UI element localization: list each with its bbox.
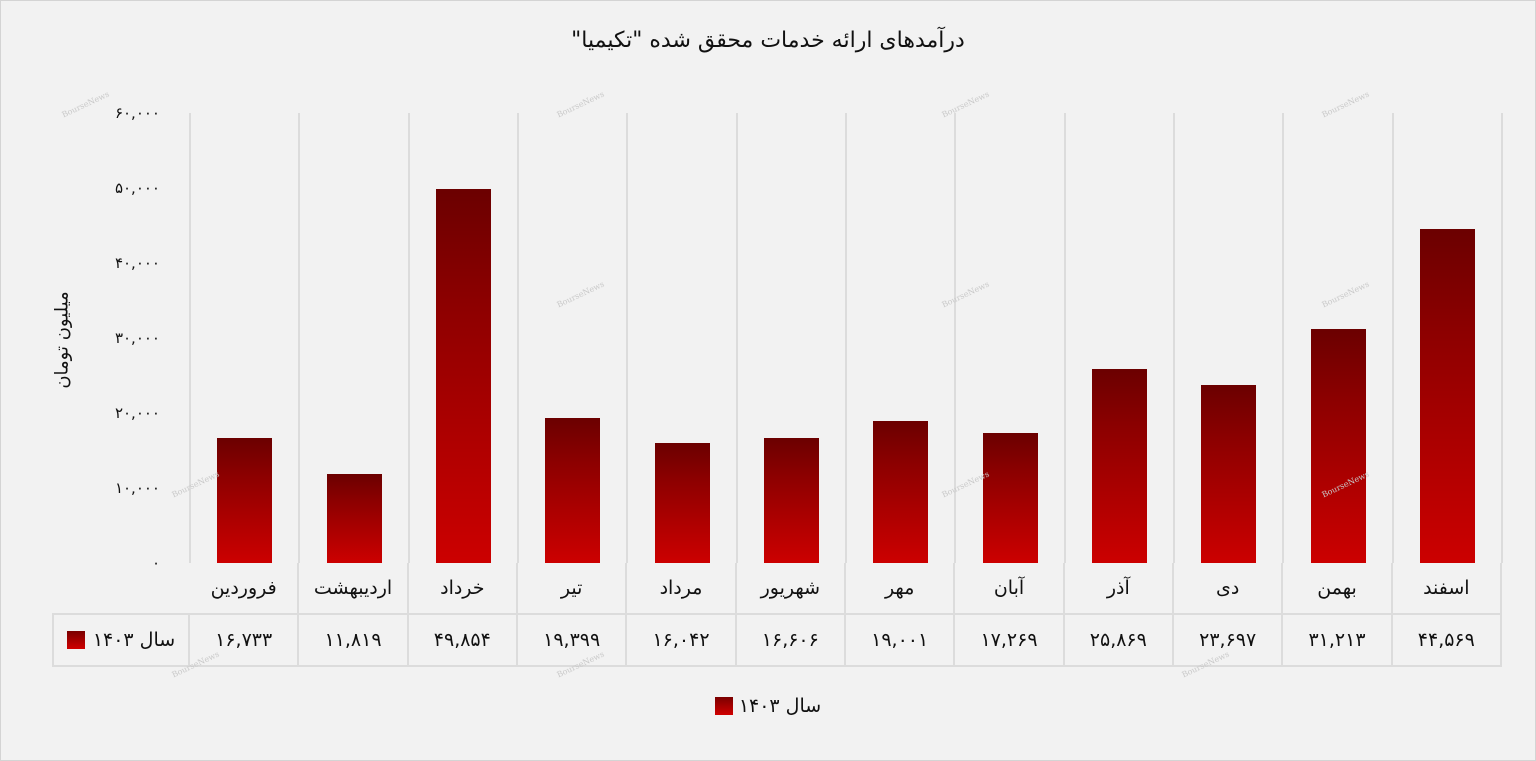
value-cell: ۲۵,۸۶۹ xyxy=(1065,615,1174,665)
y-tick-label: ۲۰,۰۰۰ xyxy=(114,404,160,422)
grid-separator xyxy=(626,113,629,563)
y-tick-label: ۴۰,۰۰۰ xyxy=(114,254,160,272)
y-tick-label: ۰ xyxy=(151,554,160,572)
month-header: تیر xyxy=(518,563,628,613)
series-row-label: سال ۱۴۰۳ xyxy=(52,615,190,665)
grid-separator xyxy=(1391,113,1394,563)
bar-9[interactable] xyxy=(1091,368,1147,563)
value-cell: ۱۶,۰۴۲ xyxy=(627,615,737,665)
value-cell: ۱۶,۷۳۳ xyxy=(190,615,300,665)
month-header: آبان xyxy=(955,563,1065,613)
y-tick-label: ۳۰,۰۰۰ xyxy=(114,329,160,347)
grid-separator xyxy=(845,113,847,563)
bar-2[interactable] xyxy=(326,474,382,563)
table-header-row: فروردین اردیبهشت خرداد تیر مرداد شهریور مهر آبا… xyxy=(52,563,1502,613)
series-swatch-icon xyxy=(66,631,85,649)
grid-separator xyxy=(189,113,191,563)
y-tick-label: ۵۰,۰۰۰ xyxy=(114,179,160,197)
bar-11[interactable] xyxy=(1310,328,1366,563)
value-cell: ۴۹,۸۵۴ xyxy=(409,615,518,665)
value-cell: ۲۳,۶۹۷ xyxy=(1174,615,1284,665)
y-tick-label: ۱۰,۰۰۰ xyxy=(114,479,160,497)
y-tick-label: ۶۰,۰۰۰ xyxy=(114,104,160,122)
grid-separator xyxy=(407,113,410,563)
chart-title: درآمدهای ارائه خدمات محقق شده "تکیمیا" xyxy=(571,28,965,53)
series-label-text: سال ۱۴۰۳ xyxy=(92,629,176,651)
month-header: دی xyxy=(1174,563,1284,613)
table-value-row: سال ۱۴۰۳ ۱۶,۷۳۳ ۱۱,۸۱۹ ۴۹,۸۵۴ ۱۹,۳۹۹ ۱۶,۰۴۲ ۱… xyxy=(52,613,1502,667)
legend-label: سال ۱۴۰۳ xyxy=(738,695,822,717)
grid-separator xyxy=(954,113,957,563)
grid-separator xyxy=(1063,113,1066,563)
bar-10[interactable] xyxy=(1201,385,1257,563)
bar-4[interactable] xyxy=(545,417,601,563)
grid-separator xyxy=(1501,113,1503,563)
value-cell: ۴۴,۵۶۹ xyxy=(1393,615,1502,665)
month-header: مهر xyxy=(846,563,956,613)
value-cell: ۳۱,۲۱۳ xyxy=(1283,615,1393,665)
bar-7[interactable] xyxy=(873,420,929,563)
value-cell: ۱۱,۸۱۹ xyxy=(299,615,409,665)
month-header: شهریور xyxy=(737,563,846,613)
month-header: اسفند xyxy=(1393,563,1502,613)
plot-area xyxy=(189,113,1503,563)
value-cell: ۱۶,۶۰۶ xyxy=(737,615,846,665)
month-header: اردیبهشت xyxy=(299,563,409,613)
grid-separator xyxy=(1173,113,1175,563)
bar-5[interactable] xyxy=(654,442,710,563)
legend-swatch-icon xyxy=(714,697,733,715)
month-header: مرداد xyxy=(627,563,737,613)
grid-separator xyxy=(298,113,301,563)
bar-6[interactable] xyxy=(763,438,819,563)
month-header: بهمن xyxy=(1283,563,1393,613)
bar-1[interactable] xyxy=(217,437,273,563)
bar-3[interactable] xyxy=(435,189,491,563)
month-header: فروردین xyxy=(190,563,300,613)
data-table: فروردین اردیبهشت خرداد تیر مرداد شهریور مهر آبا… xyxy=(52,563,1502,667)
month-header: آذر xyxy=(1065,563,1174,613)
grid-separator xyxy=(735,113,738,563)
bar-8[interactable] xyxy=(982,433,1038,563)
value-cell: ۱۹,۰۰۱ xyxy=(846,615,956,665)
legend[interactable]: سال ۱۴۰۳ xyxy=(0,695,1536,717)
grid-separator xyxy=(1282,113,1285,563)
bar-12[interactable] xyxy=(1419,228,1475,563)
month-header: خرداد xyxy=(409,563,518,613)
value-cell: ۱۷,۲۶۹ xyxy=(955,615,1065,665)
value-cell: ۱۹,۳۹۹ xyxy=(518,615,628,665)
grid-separator xyxy=(517,113,519,563)
